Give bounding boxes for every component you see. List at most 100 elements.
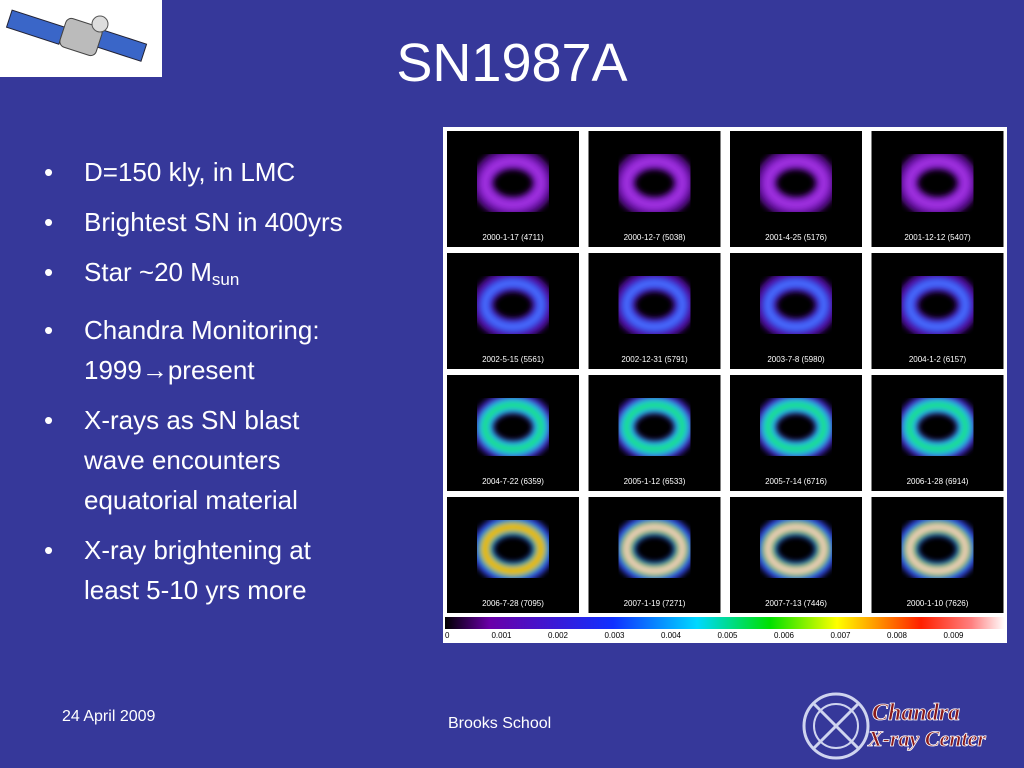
ring-band — [482, 280, 544, 330]
remnant-ring — [896, 514, 979, 584]
panel-caption: 2005-7-14 (6716) — [765, 477, 827, 486]
colorbar-label: 0.007 — [830, 631, 851, 640]
bullet-line: Brightest SN in 400yrs — [84, 202, 343, 242]
remnant-ring — [472, 514, 554, 584]
panel-caption: 2000-1-10 (7626) — [907, 599, 969, 608]
ring-band — [765, 280, 827, 330]
remnant-ring — [755, 270, 837, 340]
bullet-dot: • — [44, 257, 54, 287]
satellite-logo — [0, 0, 162, 77]
remnant-ring — [896, 392, 979, 462]
remnant-ring — [755, 148, 837, 218]
bullet-line: least 5-10 yrs more — [84, 570, 343, 610]
bullet-text: wave encounters — [84, 445, 281, 475]
bullet-text: least 5-10 yrs more — [84, 575, 307, 605]
panel-caption: 2001-4-25 (5176) — [765, 233, 827, 242]
ring-core — [908, 525, 967, 573]
bullet-item: • Star ~20 Msun — [44, 252, 343, 300]
colorbar-label: 0.001 — [491, 631, 512, 640]
remnant-ring — [613, 392, 696, 462]
bullet-line: X-ray brightening at — [84, 530, 343, 570]
remnant-ring — [472, 148, 554, 218]
footer-center: Brooks School — [448, 715, 552, 732]
ring-band — [623, 158, 686, 208]
colorbar-label: 0.009 — [943, 631, 964, 640]
ring-band — [482, 402, 544, 452]
remnant-ring — [755, 514, 837, 584]
panel-caption: 2005-1-12 (6533) — [624, 477, 686, 486]
colorbar-label: 0.004 — [661, 631, 682, 640]
bullet-text: 1999→present — [84, 355, 255, 385]
bullet-dot: • — [44, 405, 54, 435]
bullet-dot: • — [44, 315, 54, 345]
panel-caption: 2006-1-28 (6914) — [907, 477, 969, 486]
bullet-text: Star ~20 M — [84, 257, 212, 287]
ring-band — [623, 402, 686, 452]
ring-band — [623, 280, 686, 330]
bullet-text: equatorial material — [84, 485, 298, 515]
remnant-ring — [613, 514, 696, 584]
panel-caption: 2000-1-17 (4711) — [482, 233, 544, 242]
ring-band — [906, 402, 969, 452]
bullet-dot: • — [44, 207, 54, 237]
bullet-line: wave encounters — [84, 440, 343, 480]
subscript: sun — [211, 270, 240, 289]
panel-caption: 2003-7-8 (5980) — [767, 355, 825, 364]
panel-caption: 2002-12-31 (5791) — [621, 355, 688, 364]
remnant-ring — [896, 148, 979, 218]
panel-caption: 2004-1-2 (6157) — [909, 355, 967, 364]
panel-caption: 2007-1-19 (7271) — [624, 599, 686, 608]
panel-caption: 2002-5-15 (5561) — [482, 355, 544, 364]
bullet-text: D=150 kly, in LMC — [84, 157, 296, 187]
panel-caption: 2004-7-22 (6359) — [482, 477, 544, 486]
bullet-line: X-rays as SN blast — [84, 400, 343, 440]
bullet-item: • Chandra Monitoring: 1999→present — [44, 310, 343, 390]
logo-line1: Chandra — [872, 700, 960, 726]
bullet-line: Star ~20 Msun — [84, 252, 343, 300]
ring-band — [906, 158, 969, 208]
remnant-ring — [613, 148, 696, 218]
chandra-logo: Chandra X-ray Center — [802, 692, 987, 760]
ring-band — [765, 158, 827, 208]
colorbar-label: 0 — [445, 631, 450, 640]
panel-caption: 2001-12-12 (5407) — [904, 233, 971, 242]
bullet-line: Chandra Monitoring: — [84, 310, 343, 350]
remnant-ring — [896, 270, 979, 340]
bullet-dot: • — [44, 535, 54, 565]
panel-caption: 2007-7-13 (7446) — [765, 599, 827, 608]
ring-core — [625, 525, 684, 573]
remnant-ring — [472, 392, 554, 462]
colorbar-label: 0.006 — [774, 631, 795, 640]
bullet-dot: • — [44, 157, 54, 187]
colorbar-label: 0.008 — [887, 631, 908, 640]
bullet-text: X-rays as SN blast — [84, 405, 300, 435]
footer-date: 24 April 2009 — [62, 708, 156, 725]
slide-title: SN1987A — [396, 33, 628, 93]
colorbar-label: 0.005 — [717, 631, 738, 640]
colorbar-label: 0.002 — [548, 631, 569, 640]
logo-line2: X-ray Center — [867, 726, 986, 751]
bullet-list: • D=150 kly, in LMC • Brightest SN in 400yr… — [44, 152, 343, 620]
bullet-line: 1999→present — [84, 350, 343, 390]
ring-core — [766, 525, 826, 573]
remnant-ring — [472, 270, 554, 340]
ring-band — [482, 158, 544, 208]
ring-band — [765, 402, 827, 452]
bullet-text: Chandra Monitoring: — [84, 315, 320, 345]
bullet-item: • Brightest SN in 400yrs — [44, 202, 343, 242]
bullet-item: • D=150 kly, in LMC — [44, 152, 343, 192]
image-grid: 2000-1-17 (4711) 2000-12-7 (5038) 2001-4-2… — [443, 127, 1007, 643]
ring-core — [483, 525, 543, 573]
remnant-ring — [755, 392, 837, 462]
bullet-text: Brightest SN in 400yrs — [84, 207, 343, 237]
bullet-item: • X-rays as SN blast wave encounters equato… — [44, 400, 343, 520]
bullet-line: equatorial material — [84, 480, 343, 520]
ring-band — [906, 280, 969, 330]
remnant-ring — [613, 270, 696, 340]
colorbar-label: 0.003 — [604, 631, 625, 640]
bullet-text: X-ray brightening at — [84, 535, 311, 565]
bullet-item: • X-ray brightening at least 5-10 yrs more — [44, 530, 343, 610]
bullet-line: D=150 kly, in LMC — [84, 152, 343, 192]
panel-caption: 2000-12-7 (5038) — [624, 233, 686, 242]
